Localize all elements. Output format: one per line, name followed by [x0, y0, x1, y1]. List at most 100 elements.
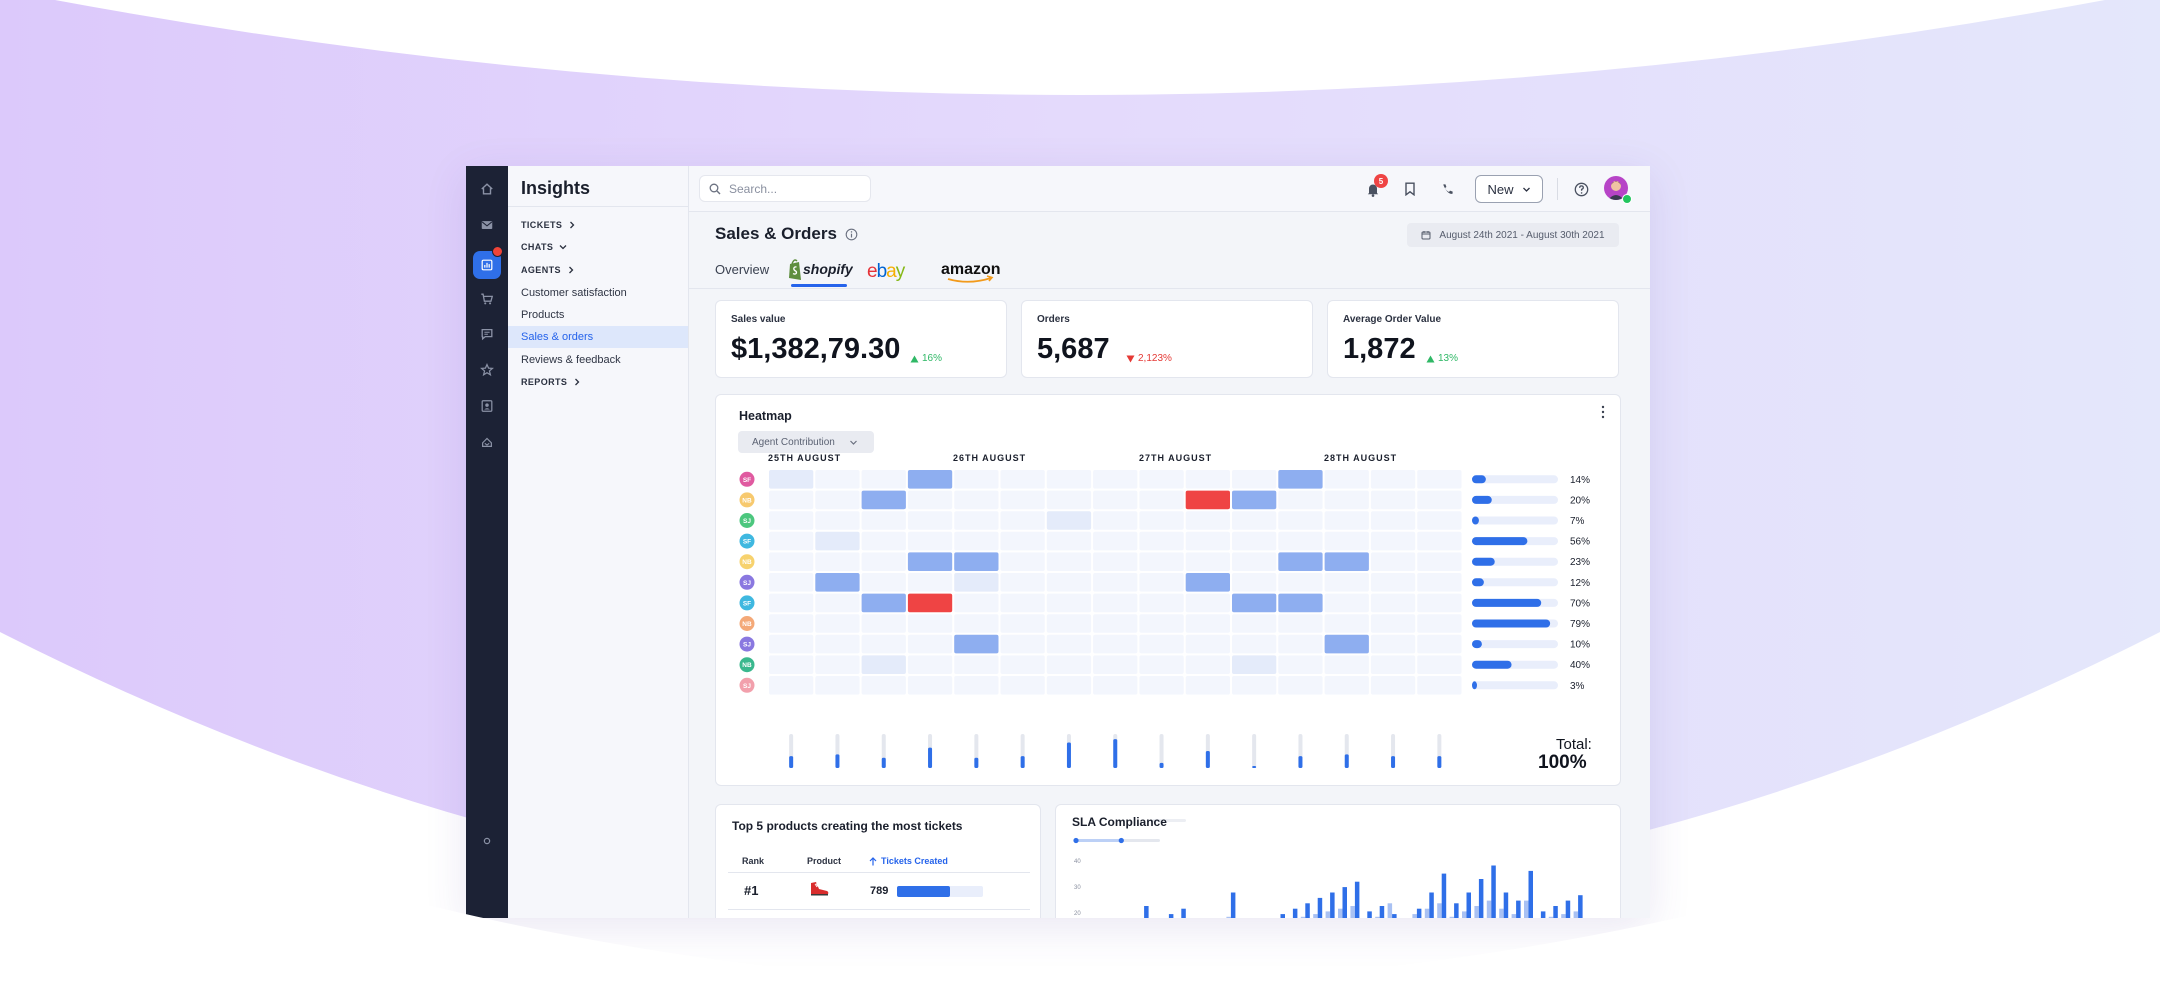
heatmap-cell[interactable] [769, 676, 814, 695]
heatmap-cell[interactable] [1417, 614, 1462, 633]
nav-group-chats[interactable]: CHATS [521, 242, 567, 252]
heatmap-cell[interactable] [1093, 655, 1138, 674]
heatmap-cell[interactable] [769, 470, 814, 489]
contacts-icon[interactable] [466, 391, 508, 421]
heatmap-cell[interactable] [815, 490, 860, 510]
heatmap-cell[interactable] [1000, 511, 1045, 530]
heatmap-cell[interactable] [907, 614, 953, 633]
heatmap-cell[interactable] [1185, 593, 1230, 613]
column-header-product[interactable]: Product [807, 856, 842, 866]
heatmap-cell[interactable] [954, 470, 999, 489]
agent-avatar[interactable] [739, 554, 755, 570]
heatmap-cell[interactable] [1139, 634, 1184, 654]
bookmark-button[interactable] [1401, 180, 1419, 198]
heatmap-cell[interactable] [954, 573, 999, 592]
nav-link-customer-satisfaction[interactable]: Customer satisfaction [521, 287, 627, 299]
nav-group-tickets[interactable]: TICKETS [521, 220, 576, 230]
heatmap-cell[interactable] [954, 634, 999, 654]
nav-link-products[interactable]: Products [521, 309, 565, 321]
heatmap-cell[interactable] [1046, 490, 1092, 510]
cart-icon[interactable] [466, 284, 508, 314]
agent-avatar[interactable] [739, 677, 755, 693]
agent-avatar[interactable] [739, 636, 755, 652]
heatmap-cell[interactable] [1324, 511, 1369, 530]
heatmap-cell[interactable] [1324, 490, 1369, 510]
heatmap-cell[interactable] [1185, 634, 1230, 654]
heatmap-cell[interactable] [815, 634, 860, 654]
help-button[interactable] [1572, 180, 1590, 198]
settings-icon[interactable] [466, 826, 508, 856]
heatmap-cell[interactable] [861, 470, 906, 489]
heatmap-cell[interactable] [1370, 552, 1416, 571]
inbox-icon[interactable] [466, 427, 508, 457]
agent-avatar[interactable] [739, 513, 755, 528]
heatmap-cell[interactable] [1093, 593, 1138, 613]
heatmap-cell[interactable] [1185, 655, 1230, 674]
heatmap-cell[interactable] [1185, 511, 1230, 530]
heatmap-cell[interactable] [1278, 552, 1323, 571]
heatmap-cell[interactable] [1139, 655, 1184, 674]
heatmap-cell[interactable] [815, 573, 860, 592]
heatmap-cell[interactable] [1046, 676, 1092, 695]
heatmap-cell[interactable] [815, 552, 860, 571]
heatmap-cell[interactable] [1046, 531, 1092, 551]
heatmap-cell[interactable] [815, 511, 860, 530]
heatmap-cell[interactable] [1232, 676, 1277, 695]
heatmap-cell[interactable] [861, 655, 906, 674]
heatmap-cell[interactable] [907, 531, 953, 551]
heatmap-cell[interactable] [815, 593, 860, 613]
heatmap-cell[interactable] [769, 655, 814, 674]
heatmap-cell[interactable] [1139, 531, 1184, 551]
heatmap-cell[interactable] [1093, 531, 1138, 551]
heatmap-cell[interactable] [1417, 511, 1462, 530]
heatmap-cell[interactable] [769, 593, 814, 613]
heatmap-cell[interactable] [1139, 676, 1184, 695]
tab-ebay[interactable]: ebay [865, 258, 921, 284]
info-icon[interactable] [845, 228, 858, 241]
chat-icon[interactable] [466, 319, 508, 349]
heatmap-cell[interactable] [1232, 655, 1277, 674]
heatmap-cell[interactable] [1232, 511, 1277, 530]
heatmap-cell[interactable] [1093, 573, 1138, 592]
heatmap-cell[interactable] [1139, 614, 1184, 633]
nav-link-sales-orders[interactable]: Sales & orders [508, 326, 688, 348]
heatmap-cell[interactable] [1324, 573, 1369, 592]
heatmap-cell[interactable] [1093, 552, 1138, 571]
heatmap-cell[interactable] [1000, 634, 1045, 654]
heatmap-cell[interactable] [769, 634, 814, 654]
heatmap-cell[interactable] [1093, 470, 1138, 489]
heatmap-cell[interactable] [1278, 470, 1323, 489]
heatmap-cell[interactable] [1046, 470, 1092, 489]
column-header-rank[interactable]: Rank [742, 856, 765, 866]
heatmap-cell[interactable] [907, 573, 953, 592]
heatmap-cell[interactable] [1370, 593, 1416, 613]
heatmap-cell[interactable] [769, 614, 814, 633]
heatmap-cell[interactable] [1417, 552, 1462, 571]
heatmap-cell[interactable] [1093, 511, 1138, 530]
heatmap-cell[interactable] [1417, 490, 1462, 510]
heatmap-cell[interactable] [1139, 593, 1184, 613]
heatmap-cell[interactable] [954, 511, 999, 530]
tab-overview[interactable]: Overview [715, 262, 770, 277]
heatmap-cell[interactable] [1093, 614, 1138, 633]
heatmap-cell[interactable] [1093, 634, 1138, 654]
heatmap-cell[interactable] [1232, 573, 1277, 592]
agent-avatar[interactable] [739, 533, 755, 549]
heatmap-cell[interactable] [1000, 614, 1045, 633]
phone-button[interactable] [1438, 180, 1456, 198]
heatmap-cell[interactable] [1370, 676, 1416, 695]
heatmap-cell[interactable] [1185, 614, 1230, 633]
nav-group-reports[interactable]: REPORTS [521, 377, 581, 387]
heatmap-cell[interactable] [907, 655, 953, 674]
heatmap-cell[interactable] [1046, 552, 1092, 571]
heatmap-cell[interactable] [954, 593, 999, 613]
star-icon[interactable] [466, 355, 508, 385]
heatmap-cell[interactable] [1278, 490, 1323, 510]
heatmap-cell[interactable] [954, 490, 999, 510]
agent-avatar[interactable] [739, 616, 755, 631]
heatmap-cell[interactable] [954, 531, 999, 551]
heatmap-cell[interactable] [861, 634, 906, 654]
more-options-icon[interactable] [1601, 405, 1605, 419]
heatmap-cell[interactable] [1370, 470, 1416, 489]
heatmap-cell[interactable] [1139, 490, 1184, 510]
